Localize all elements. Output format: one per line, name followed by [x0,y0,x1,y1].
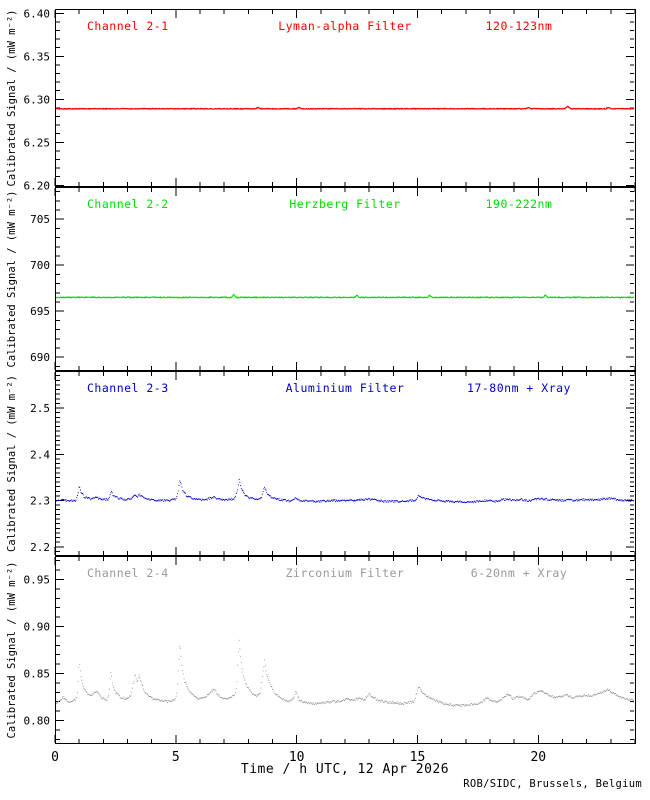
y-axis-title: Calibrated Signal / (mW m⁻²) [6,190,18,367]
y-tick-label: 700 [30,259,50,272]
y-tick-label: 705 [30,213,50,226]
axis-ticks [54,10,636,186]
y-tick-label: 2.5 [30,402,50,415]
y-tick-label: 6.40 [24,7,51,20]
series-channel-2-4 [56,639,634,707]
y-tick-label: 6.35 [24,50,51,63]
channel-label: Channel 2-1 [87,19,169,33]
y-tick-label: 0.80 [24,715,51,728]
credit-text: ROB/SIDC, Brussels, Belgium [463,778,642,790]
y-tick-label: 2.4 [30,448,50,461]
series-channel-2-2 [56,293,634,299]
x-tick-label: 0 [51,750,59,765]
filter-label: Aluminium Filter [286,381,405,395]
y-axis-title: Calibrated Signal / (mW m⁻²) [6,375,18,552]
x-tick-label: 10 [289,750,305,765]
y-tick-label: 0.85 [24,668,51,681]
x-axis-title: Time / h UTC, 12 Apr 2026 [240,762,450,777]
band-label: 190-222nm [486,197,553,211]
axis-ticks [54,372,636,555]
panel-channel-2-4: 0.95 0.90 0.85 0.80 Calibrated Signal / (mW … [6,556,636,765]
band-label: 17-80nm + Xray [467,381,571,395]
channel-label: Channel 2-3 [87,381,169,395]
x-tick-label: 20 [530,750,546,765]
y-tick-label: 0.95 [24,574,51,587]
series-channel-2-3 [56,479,634,504]
panel-frame [55,9,636,187]
panel-channel-2-1: 6.40 6.35 6.30 6.25 6.20 Calibrated Signal / … [6,7,636,192]
y-tick-label: 690 [30,351,50,364]
filter-label: Herzberg Filter [289,197,400,211]
y-tick-label: 0.90 [24,621,51,634]
y-tick-label: 2.3 [30,495,50,508]
band-label: 6-20nm + Xray [471,566,568,580]
y-axis-title: Calibrated Signal / (mW m⁻²) [6,561,18,738]
band-label: 120-123nm [486,19,553,33]
x-tick-label: 15 [410,750,426,765]
channel-label: Channel 2-2 [87,197,169,211]
y-axis-title: Calibrated Signal / (mW m⁻²) [6,9,18,186]
x-tick-label: 5 [172,750,180,765]
filter-label: Zirconium Filter [286,566,405,580]
y-tick-label: 2.2 [30,541,50,554]
axis-ticks [54,557,636,743]
y-tick-label: 6.20 [24,179,51,192]
filter-label: Lyman-alpha Filter [278,19,412,33]
series-channel-2-1 [56,105,634,110]
y-tick-label: 6.25 [24,136,51,149]
panel-frame [55,371,636,556]
panel-channel-2-3: 2.5 2.4 2.3 2.2 Calibrated Signal / (mW m⁻²)… [6,371,636,556]
y-tick-label: 6.30 [24,93,51,106]
panel-frame [55,187,636,371]
y-tick-label: 695 [30,305,50,318]
panel-channel-2-2: 705 700 695 690 Calibrated Signal / (mW m⁻²)… [6,187,636,371]
panel-frame [55,556,636,744]
channel-label: Channel 2-4 [87,566,169,580]
axis-ticks [54,188,636,370]
